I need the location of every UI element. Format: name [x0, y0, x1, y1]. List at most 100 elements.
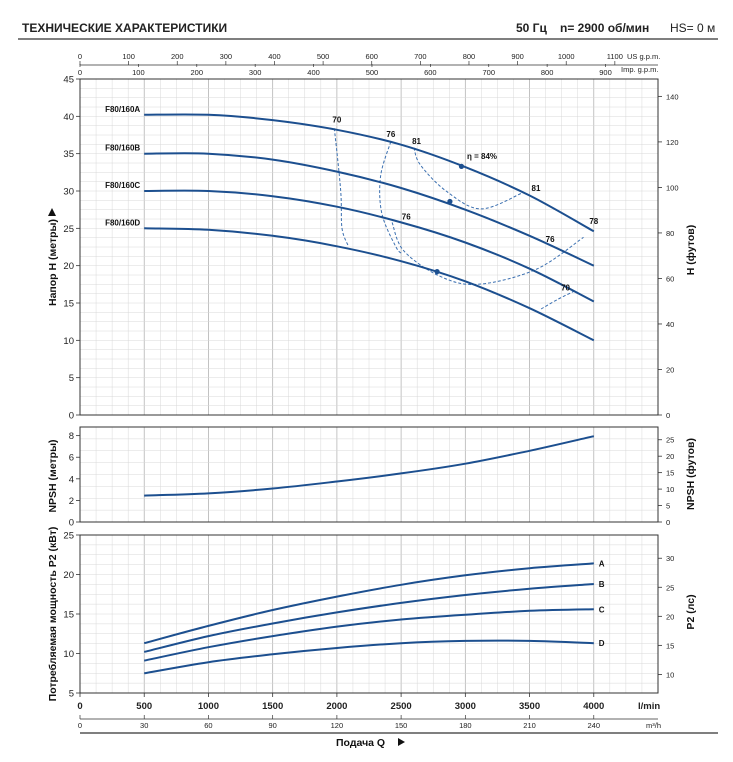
imp-gpm-tick-label: 0	[78, 68, 82, 77]
head-ytick-label: 30	[63, 187, 74, 198]
head-axis-arrow-icon	[48, 208, 56, 216]
us-gpm-tick-label: 1000	[558, 52, 575, 61]
us-gpm-tick-label: 900	[511, 52, 524, 61]
power-y2tick-label: 20	[666, 612, 674, 621]
power-curve-label: C	[599, 605, 605, 614]
head-curve-label: F80/160A	[105, 105, 140, 114]
head-curve-label: F80/160D	[105, 218, 140, 227]
frequency-label: 50 Гц	[516, 21, 547, 35]
bep-point	[458, 163, 465, 169]
power-curve-C	[143, 608, 594, 662]
npsh-y2tick-label: 5	[666, 502, 670, 511]
imp-gpm-tick-label: 500	[366, 68, 379, 77]
npsh-frame	[79, 426, 659, 523]
x-tick-label: 3000	[455, 701, 476, 712]
imp-gpm-tick-label: 300	[249, 68, 262, 77]
npsh-y2tick-label: 25	[666, 436, 674, 445]
x2-tick-label: 60	[204, 721, 212, 730]
npsh-panel: 0 2 4 6 8 0 5 10 15 20 25	[69, 426, 674, 529]
head-frame	[79, 78, 659, 416]
efficiency-label: 76	[546, 235, 555, 244]
npsh-y-axis-title: NPSH (метры)	[47, 439, 59, 512]
us-gpm-tick-label: 600	[365, 52, 378, 61]
head-ytick-label: 40	[63, 112, 74, 123]
us-gpm-tick-label: 0	[78, 52, 82, 61]
power-y2tick-label: 30	[666, 554, 674, 563]
head-ytick-label: 5	[69, 373, 74, 384]
efficiency-label: 76	[386, 130, 395, 139]
us-gpm-tick-label: 300	[220, 52, 233, 61]
x-tick-label: 500	[136, 701, 152, 712]
npsh-y2-axis-title: NPSH (футов)	[685, 438, 697, 510]
npsh-y2tick-label: 0	[666, 518, 670, 527]
head-y2tick-label: 40	[666, 320, 674, 329]
power-ytick-label: 25	[63, 531, 74, 542]
head-curve-F80/160D	[144, 227, 595, 342]
efficiency-label: η = 84%	[467, 152, 497, 161]
us-gpm-tick-label: 800	[463, 52, 476, 61]
head-y2tick-label: 140	[666, 92, 679, 101]
head-curve-F80/160B	[144, 152, 595, 267]
efficiency-label: 70	[332, 115, 341, 124]
efficiency-line-76	[391, 222, 584, 286]
npsh-y2tick-label: 20	[666, 452, 674, 461]
head-ytick-label: 35	[63, 149, 74, 160]
us-gpm-tick-label: 500	[317, 52, 330, 61]
power-ytick-label: 10	[63, 649, 74, 660]
us-gpm-unit: US g.p.m.	[627, 52, 660, 61]
efficiency-label: 81	[532, 184, 541, 193]
x2-tick-label: 90	[268, 721, 276, 730]
npsh-ytick-label: 8	[69, 431, 74, 442]
power-curve-D	[144, 639, 594, 675]
x2-tick-label: 210	[523, 721, 536, 730]
x-tick-label: 1500	[262, 701, 283, 712]
power-curve-label: A	[599, 559, 605, 568]
head-ytick-label: 20	[63, 261, 74, 272]
head-curve-F80/160C	[144, 189, 595, 303]
imp-gpm-tick-label: 100	[132, 68, 145, 77]
x-tick-label: 0	[77, 701, 82, 712]
power-y2tick-label: 15	[666, 641, 674, 650]
us-gpm-tick-label: 700	[414, 52, 427, 61]
npsh-ytick-label: 4	[69, 474, 74, 485]
us-gpm-tick-label: 200	[171, 52, 184, 61]
efficiency-label: 76	[402, 212, 411, 221]
sheet-title: ТЕХНИЧЕСКИЕ ХАРАКТЕРИСТИКИ	[22, 21, 227, 35]
imp-gpm-tick-label: 200	[191, 68, 204, 77]
flow-unit-m3h: m³/h	[646, 721, 661, 730]
x2-tick-label: 0	[78, 721, 82, 730]
head-ytick-label: 0	[69, 411, 74, 422]
power-curve-label: D	[599, 639, 605, 648]
imp-gpm-tick-label: 600	[424, 68, 437, 77]
npsh-curve	[144, 435, 595, 497]
efficiency-label: 78	[589, 217, 598, 226]
x-tick-label: 4000	[583, 701, 604, 712]
power-curve-label: B	[599, 580, 605, 589]
efficiency-line-76	[379, 141, 403, 255]
head-y2tick-label: 60	[666, 274, 674, 283]
bep-point	[447, 198, 453, 205]
imp-gpm-tick-label: 400	[307, 68, 320, 77]
head-y-axis-title: Напор Н (метры)	[47, 219, 59, 306]
head-curve-F80/160A	[144, 113, 595, 233]
head-ytick-label: 10	[63, 336, 74, 347]
x2-tick-label: 120	[331, 721, 344, 730]
us-gpm-tick-label: 400	[268, 52, 281, 61]
power-y2tick-label: 25	[666, 583, 674, 592]
head-ytick-label: 15	[63, 299, 74, 310]
x2-tick-label: 30	[140, 721, 148, 730]
head-y2tick-label: 20	[666, 365, 674, 374]
x-tick-label: 2000	[326, 701, 347, 712]
npsh-ytick-label: 6	[69, 453, 74, 464]
power-ytick-label: 15	[63, 610, 74, 621]
head-y2tick-label: 0	[666, 411, 670, 420]
npsh-ytick-label: 2	[69, 496, 74, 507]
us-gpm-tick-label: 100	[122, 52, 135, 61]
npsh-ytick-label: 0	[69, 518, 74, 529]
head-curve-label: F80/160C	[105, 181, 140, 190]
efficiency-line-70	[333, 128, 349, 247]
suction-head-label: HS= 0 м	[670, 21, 715, 35]
